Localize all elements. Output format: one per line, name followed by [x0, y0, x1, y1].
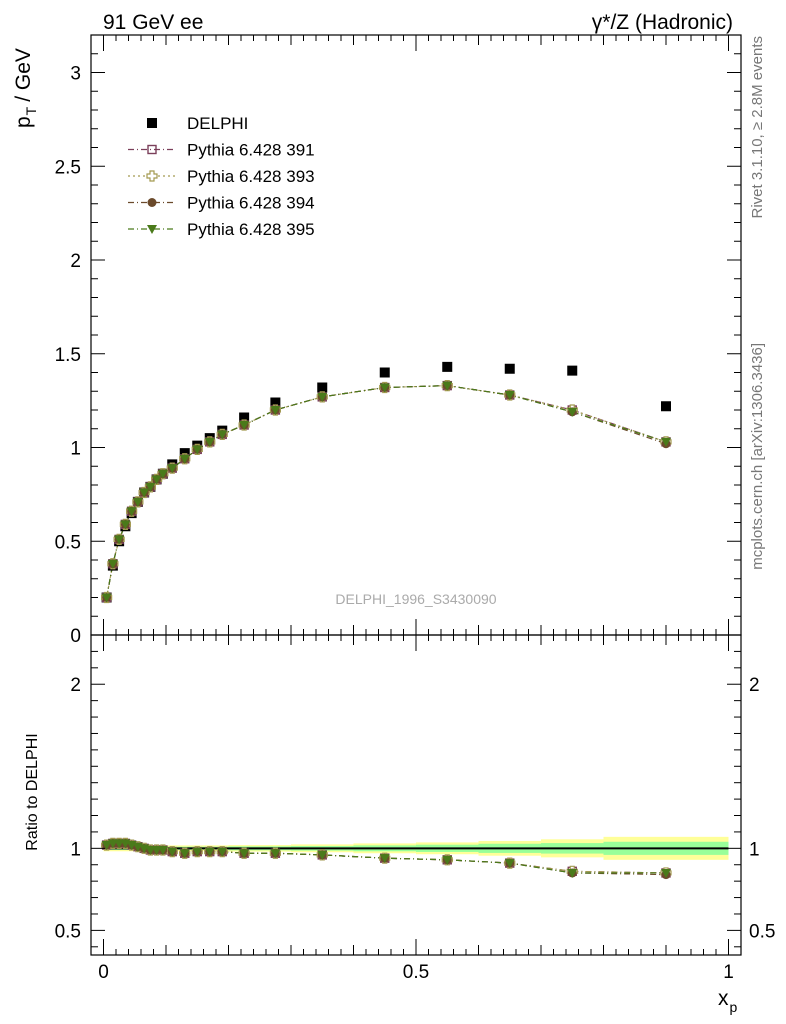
x-axis-label-main: x	[718, 987, 729, 1010]
ratio-point-series-3	[504, 859, 515, 869]
main-y-tick-label: 1	[70, 439, 81, 460]
series-points	[101, 361, 672, 880]
main-point-series-4	[120, 520, 131, 530]
main-point-series-4	[442, 381, 453, 391]
main-point-series-0	[317, 382, 328, 393]
ratio-point-series-3	[239, 849, 250, 859]
legend-marker	[147, 118, 157, 128]
legend-marker	[147, 198, 157, 207]
ratio-ylabel: Ratio to DELPHI	[24, 733, 41, 850]
x-axis-label: xp	[718, 987, 738, 1015]
main-point-series-4	[114, 535, 125, 545]
main-point-series-0	[567, 365, 578, 376]
main-point-series-4	[151, 475, 162, 485]
main-point-series-4	[567, 407, 578, 417]
legend-marker	[147, 225, 157, 234]
ratio-point-series-3	[167, 847, 178, 857]
main-point-series-4	[101, 593, 112, 603]
ratio-y-tick-label-right: 2	[749, 675, 760, 696]
main-y-tick-label: 1.5	[55, 345, 81, 366]
ratio-point-series-3	[179, 849, 190, 859]
main-point-series-0	[379, 367, 390, 378]
ratio-point-series-3	[101, 841, 112, 851]
main-line-series-2	[106, 385, 667, 598]
main-point-series-4	[107, 559, 118, 569]
main-point-series-4	[239, 421, 250, 430]
main-point-series-4	[661, 437, 671, 447]
main-ylabel-main: p	[12, 116, 35, 128]
main-point-series-4	[270, 406, 281, 415]
main-point-series-0	[661, 401, 671, 412]
ratio-y-tick-label-left: 0.5	[55, 921, 81, 942]
legend-entry-label: Pythia 6.428 394	[187, 194, 315, 213]
main-point-series-0	[179, 448, 190, 459]
ratio-point-series-3	[661, 868, 671, 878]
main-ylabel-sub: T	[23, 106, 39, 115]
main-point-series-4	[379, 383, 390, 393]
main-point-series-4	[217, 430, 228, 440]
mcplots-side-label: mcplots.cern.ch [arXiv:1306.3436]	[749, 343, 766, 570]
main-point-series-4	[145, 482, 156, 492]
axis-ticks: 0 0.5 1 0 0.5 1 1.5 2 2.5 3 0.5 0.5 1 1 2 2	[55, 34, 775, 983]
main-y-tick-label: 0	[70, 626, 81, 647]
ratio-y-tick-label-left: 2	[70, 675, 81, 696]
legend-entry-label: Pythia 6.428 393	[187, 167, 315, 186]
main-point-series-0	[442, 361, 453, 372]
legend-entry-label: Pythia 6.428 395	[187, 220, 315, 239]
main-y-tick-label: 3	[70, 64, 81, 85]
x-tick-label: 1	[723, 962, 734, 983]
ratio-point-series-3	[317, 850, 328, 860]
main-line-series-3	[106, 385, 667, 598]
ratio-point-series-3	[567, 868, 578, 878]
main-point-series-4	[132, 497, 143, 507]
main-line-series-4	[106, 385, 667, 598]
main-point-series-0	[270, 397, 281, 408]
rivet-side-label: Rivet 3.1.10, ≥ 2.8M events	[749, 36, 766, 219]
x-tick-label: 0.5	[403, 962, 429, 983]
header-left: 91 GeV ee	[103, 11, 203, 34]
ratio-point-series-3	[157, 845, 168, 855]
main-y-tick-label: 2	[70, 251, 81, 272]
main-point-series-4	[317, 392, 328, 402]
legend-marker	[146, 170, 158, 182]
ratio-y-tick-label-right: 1	[749, 839, 760, 860]
main-point-series-4	[157, 469, 168, 479]
main-point-series-4	[126, 507, 137, 517]
ratio-point-series-3	[217, 847, 228, 857]
legend-marker	[147, 144, 157, 155]
ratio-frame	[90, 634, 742, 956]
main-point-series-4	[192, 445, 203, 455]
main-point-series-4	[204, 437, 215, 447]
header-right: γ*/Z (Hadronic)	[592, 11, 733, 34]
ratio-y-tick-label-right: 0.5	[749, 921, 775, 942]
main-point-series-4	[504, 391, 515, 400]
main-point-series-4	[167, 464, 178, 474]
ratio-point-series-3	[379, 854, 390, 864]
ratio-y-tick-label-left: 1	[70, 839, 81, 860]
main-line-series-1	[106, 385, 667, 598]
main-y-tick-label: 0.5	[55, 532, 81, 553]
ratio-point-series-3	[192, 847, 203, 857]
watermark-label: DELPHI_1996_S3430090	[335, 591, 496, 607]
main-ylabel-unit: / GeV	[12, 48, 35, 102]
legend-entry-label: Pythia 6.428 391	[187, 141, 315, 160]
main-point-series-4	[139, 488, 150, 498]
main-ylabel: pT / GeV	[12, 48, 39, 128]
ratio-point-series-3	[270, 849, 281, 859]
x-tick-label: 0	[98, 962, 109, 983]
ratio-point-series-3	[204, 847, 215, 857]
main-point-series-4	[179, 454, 190, 464]
main-y-tick-label: 2.5	[55, 157, 81, 178]
main-point-series-0	[504, 363, 515, 374]
main-point-series-0	[239, 412, 250, 423]
legend-entry-label: DELPHI	[187, 114, 248, 133]
legend: DELPHI Pythia 6.428 391 Pythia 6.428 393 Py…	[128, 114, 315, 239]
x-axis-label-sub: p	[730, 999, 738, 1015]
ratio-point-series-3	[442, 855, 453, 865]
